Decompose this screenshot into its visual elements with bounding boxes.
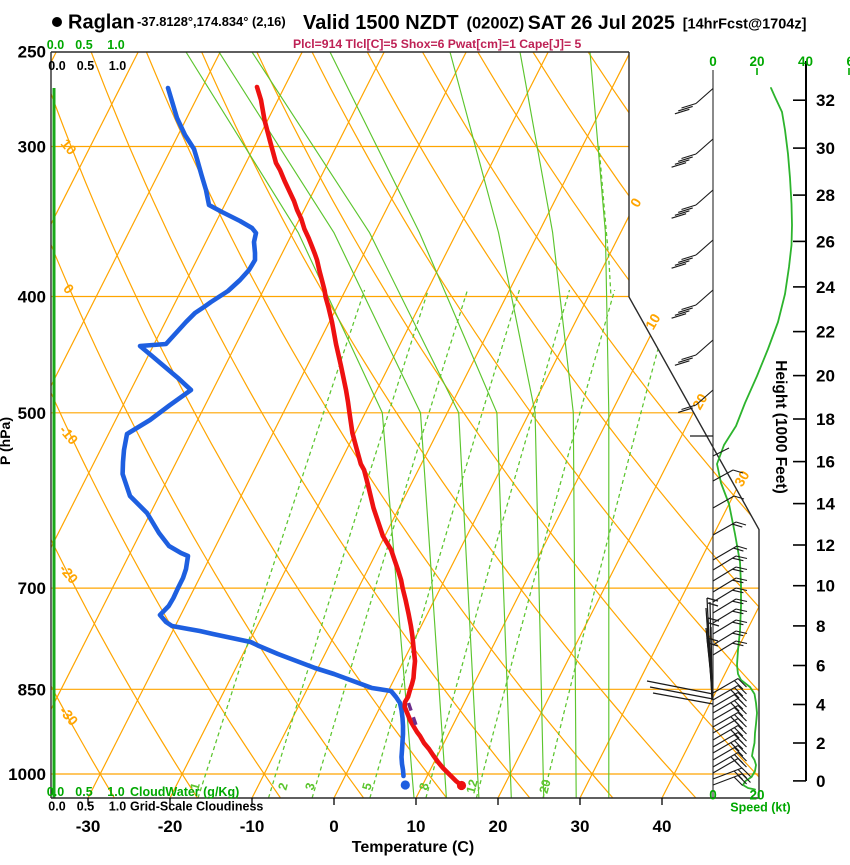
svg-text:-30: -30 [76,817,101,836]
svg-text:32: 32 [816,91,835,110]
svg-text:0.5: 0.5 [77,59,94,73]
svg-text:700: 700 [18,579,46,598]
svg-text:10: 10 [642,311,664,333]
svg-text:18: 18 [816,410,835,429]
svg-text:20: 20 [816,367,835,386]
svg-text:Plcl=914 Tlcl[C]=5 Shox=6 Pwat: Plcl=914 Tlcl[C]=5 Shox=6 Pwat[cm]=1 Cap… [293,37,581,51]
svg-text:[14hrFcst@1704z]: [14hrFcst@1704z] [683,17,807,33]
svg-text:-37.8128°,174.834° (2,16): -37.8128°,174.834° (2,16) [137,14,286,29]
svg-text:20: 20 [749,788,764,803]
svg-text:30: 30 [816,139,835,158]
svg-text:60: 60 [846,54,850,69]
svg-text:1000: 1000 [8,765,46,784]
svg-text:P (hPa): P (hPa) [0,417,13,465]
svg-text:8: 8 [816,617,825,636]
svg-text:3: 3 [302,781,317,791]
svg-text:1.0: 1.0 [109,59,126,73]
svg-text:0: 0 [329,817,338,836]
svg-text:1.0: 1.0 [109,800,126,814]
svg-text:26: 26 [816,232,835,251]
svg-text:1.0: 1.0 [107,38,124,52]
svg-text:10: 10 [407,817,426,836]
svg-text:4: 4 [816,695,826,714]
svg-text:500: 500 [18,404,46,423]
svg-text:30: 30 [571,817,590,836]
svg-text:0.0: 0.0 [47,785,64,799]
svg-text:Speed (kt): Speed (kt) [730,801,790,815]
svg-text:Raglan: Raglan [68,12,135,34]
svg-text:Height (1000 Feet): Height (1000 Feet) [772,360,789,494]
svg-text:2: 2 [816,734,825,753]
svg-text:CloudWater (g/Kg): CloudWater (g/Kg) [130,785,239,799]
svg-text:0.5: 0.5 [75,785,92,799]
svg-text:Temperature (C): Temperature (C) [352,839,474,856]
svg-text:0.0: 0.0 [48,800,65,814]
svg-text:28: 28 [816,186,835,205]
svg-text:20: 20 [537,778,554,795]
svg-text:24: 24 [816,278,835,297]
svg-text:16: 16 [816,453,835,472]
svg-text:0: 0 [816,772,825,791]
svg-text:400: 400 [18,287,46,306]
svg-text:12: 12 [816,536,835,555]
svg-text:22: 22 [816,323,835,342]
svg-text:12: 12 [464,778,481,795]
svg-text:Grid-Scale Cloudiness: Grid-Scale Cloudiness [130,800,263,814]
svg-text:8: 8 [416,781,431,791]
svg-text:6: 6 [816,656,825,675]
svg-text:-20: -20 [158,817,183,836]
svg-text:0.5: 0.5 [75,38,92,52]
svg-text:14: 14 [816,495,835,514]
svg-text:0.5: 0.5 [77,800,94,814]
svg-text:850: 850 [18,680,46,699]
svg-text:40: 40 [653,817,672,836]
svg-text:1.0: 1.0 [107,785,124,799]
svg-text:0: 0 [709,54,717,69]
svg-text:Valid 1500 NZDT: Valid 1500 NZDT [303,12,459,34]
svg-text:20: 20 [489,817,508,836]
svg-text:30: 30 [731,468,753,490]
svg-text:40: 40 [798,54,813,69]
svg-text:0.0: 0.0 [47,38,64,52]
svg-text:(0200Z): (0200Z) [467,15,525,33]
svg-text:300: 300 [18,138,46,157]
svg-text:SAT 26 Jul 2025: SAT 26 Jul 2025 [528,12,675,34]
svg-text:20: 20 [749,54,764,69]
svg-text:2: 2 [275,781,290,791]
svg-text:5: 5 [359,781,374,791]
svg-text:0.0: 0.0 [48,59,65,73]
svg-text:0: 0 [709,788,717,803]
svg-text:10: 10 [816,577,835,596]
svg-text:1: 1 [187,781,202,791]
svg-text:-10: -10 [240,817,265,836]
svg-text:250: 250 [18,42,46,61]
